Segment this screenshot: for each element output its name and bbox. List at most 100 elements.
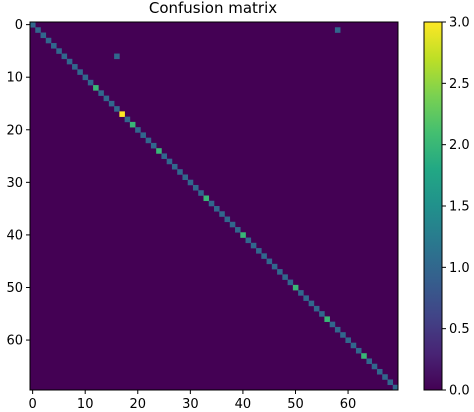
heatmap-cell-diagonal [187, 179, 194, 186]
heatmap-cell-diagonal [35, 27, 41, 33]
heatmap-cell-diagonal [313, 305, 320, 312]
heatmap-cell-diagonal [261, 253, 267, 259]
heatmap-cell-diagonal [56, 48, 62, 54]
heatmap-cell-diagonal [250, 242, 257, 249]
x-tick-label: 20 [129, 397, 146, 412]
heatmap-cell-diagonal [40, 32, 47, 39]
colorbar-gradient [424, 22, 442, 390]
heatmap-cell-diagonal [371, 363, 378, 370]
heatmap-frame [29, 21, 399, 391]
heatmap-cell-diagonal [340, 332, 346, 338]
heatmap-cell-diagonal [66, 58, 73, 65]
heatmap-cell-diagonal [171, 163, 178, 170]
heatmap-cell-diagonal [77, 69, 83, 75]
heatmap-cell-diagonal [150, 142, 157, 149]
chart-title: Confusion matrix [149, 0, 277, 17]
heatmap-cell-diagonal [140, 132, 146, 138]
x-tick-label: 10 [77, 397, 94, 412]
heatmap-cell-diagonal [124, 116, 131, 123]
heatmap-cell-diagonal [98, 90, 104, 96]
heatmap-cell-diagonal [45, 37, 52, 44]
heatmap-cell-diagonal [93, 85, 99, 91]
heatmap-cell-diagonal [350, 342, 357, 349]
heatmap-cell-diagonal [119, 111, 125, 117]
y-tick-label: 10 [6, 71, 23, 86]
heatmap-cell-diagonal [51, 43, 57, 49]
heatmap-cell-diagonal [30, 22, 36, 28]
heatmap-cell-offdiagonal [114, 53, 120, 60]
heatmap-cell-diagonal [114, 106, 120, 112]
heatmap-cell-diagonal [382, 374, 388, 380]
colorbar-tick-label: 1.5 [449, 200, 470, 215]
heatmap-cells [30, 22, 399, 391]
y-tick-label: 40 [6, 228, 23, 243]
colorbar: 0.0 0.5 1.0 1.5 2.0 2.5 3.0 [423, 16, 470, 399]
heatmap-cell-diagonal [334, 326, 341, 333]
heatmap-cell-diagonal [229, 221, 236, 228]
y-axis: 0 10 20 30 40 50 60 [6, 18, 30, 349]
heatmap-cell-diagonal [292, 284, 299, 291]
x-tick-label: 50 [287, 397, 304, 412]
heatmap-cell-diagonal [319, 311, 325, 317]
heatmap-cell-diagonal [214, 206, 220, 212]
heatmap-cell-diagonal [208, 200, 215, 207]
heatmap-cell-diagonal [282, 274, 288, 280]
heatmap-cell-diagonal [192, 184, 199, 191]
heatmap-cell-diagonal [266, 258, 273, 265]
heatmap-cell-diagonal [87, 79, 94, 86]
heatmap-cell-diagonal [308, 300, 315, 307]
heatmap-cell-diagonal [177, 169, 183, 175]
heatmap-cell-diagonal [277, 269, 283, 275]
heatmap-cell-diagonal [224, 216, 231, 223]
heatmap-cell-diagonal [166, 158, 173, 165]
heatmap-cell-diagonal [376, 368, 383, 375]
x-tick-label: 30 [182, 397, 199, 412]
heatmap-cell-diagonal [135, 127, 141, 133]
heatmap-cell-offdiagonal [334, 27, 341, 33]
x-tick-label: 60 [340, 397, 357, 412]
heatmap-cell-diagonal [156, 148, 162, 154]
x-tick-label: 0 [28, 397, 36, 412]
y-tick-label: 60 [6, 334, 23, 349]
y-tick-label: 0 [15, 18, 23, 33]
heatmap-cell-diagonal [198, 190, 204, 196]
x-axis: 0 10 20 30 40 50 60 [28, 390, 356, 412]
heatmap-cell-diagonal [219, 211, 225, 217]
heatmap-cell-diagonal [329, 321, 336, 328]
heatmap-cell-diagonal [303, 295, 309, 301]
x-tick-label: 40 [235, 397, 252, 412]
heatmap-cell-diagonal [72, 64, 78, 70]
heatmap-cell-diagonal [366, 358, 373, 365]
colorbar-tick-label: 2.0 [449, 138, 470, 153]
heatmap-cell-diagonal [245, 237, 252, 244]
heatmap-cell-diagonal [103, 95, 110, 102]
heatmap-cell-diagonal [298, 290, 304, 296]
heatmap-cell-diagonal [287, 279, 294, 286]
heatmap-cell-diagonal [235, 227, 241, 233]
heatmap-cell-diagonal [392, 384, 399, 391]
heatmap-cell-diagonal [271, 263, 278, 270]
heatmap-cell-diagonal [182, 174, 189, 181]
heatmap-cell-diagonal [145, 137, 152, 144]
heatmap-cell-diagonal [355, 347, 362, 354]
heatmap-cell-diagonal [240, 232, 246, 238]
y-tick-label: 30 [6, 176, 23, 191]
heatmap-cell-diagonal [82, 74, 89, 81]
colorbar-tick-label: 1.0 [449, 261, 470, 276]
colorbar-tick-label: 2.5 [449, 77, 470, 92]
heatmap-cell-diagonal [361, 353, 367, 359]
heatmap-cell-diagonal [324, 316, 330, 322]
heatmap-cell-diagonal [345, 337, 351, 343]
colorbar-tick-label: 0.5 [449, 322, 470, 337]
y-tick-label: 50 [6, 281, 23, 296]
heatmap-cell-diagonal [129, 121, 136, 128]
heatmap-cell-diagonal [161, 153, 167, 159]
y-tick-label: 20 [6, 123, 23, 138]
heatmap-cell-diagonal [387, 379, 394, 386]
colorbar-tick-label: 3.0 [449, 16, 470, 31]
colorbar-tick-label: 0.0 [449, 384, 470, 399]
heatmap-cell-diagonal [256, 248, 262, 254]
heatmap-cell-diagonal [203, 195, 210, 202]
heatmap-cell-diagonal [108, 100, 115, 107]
